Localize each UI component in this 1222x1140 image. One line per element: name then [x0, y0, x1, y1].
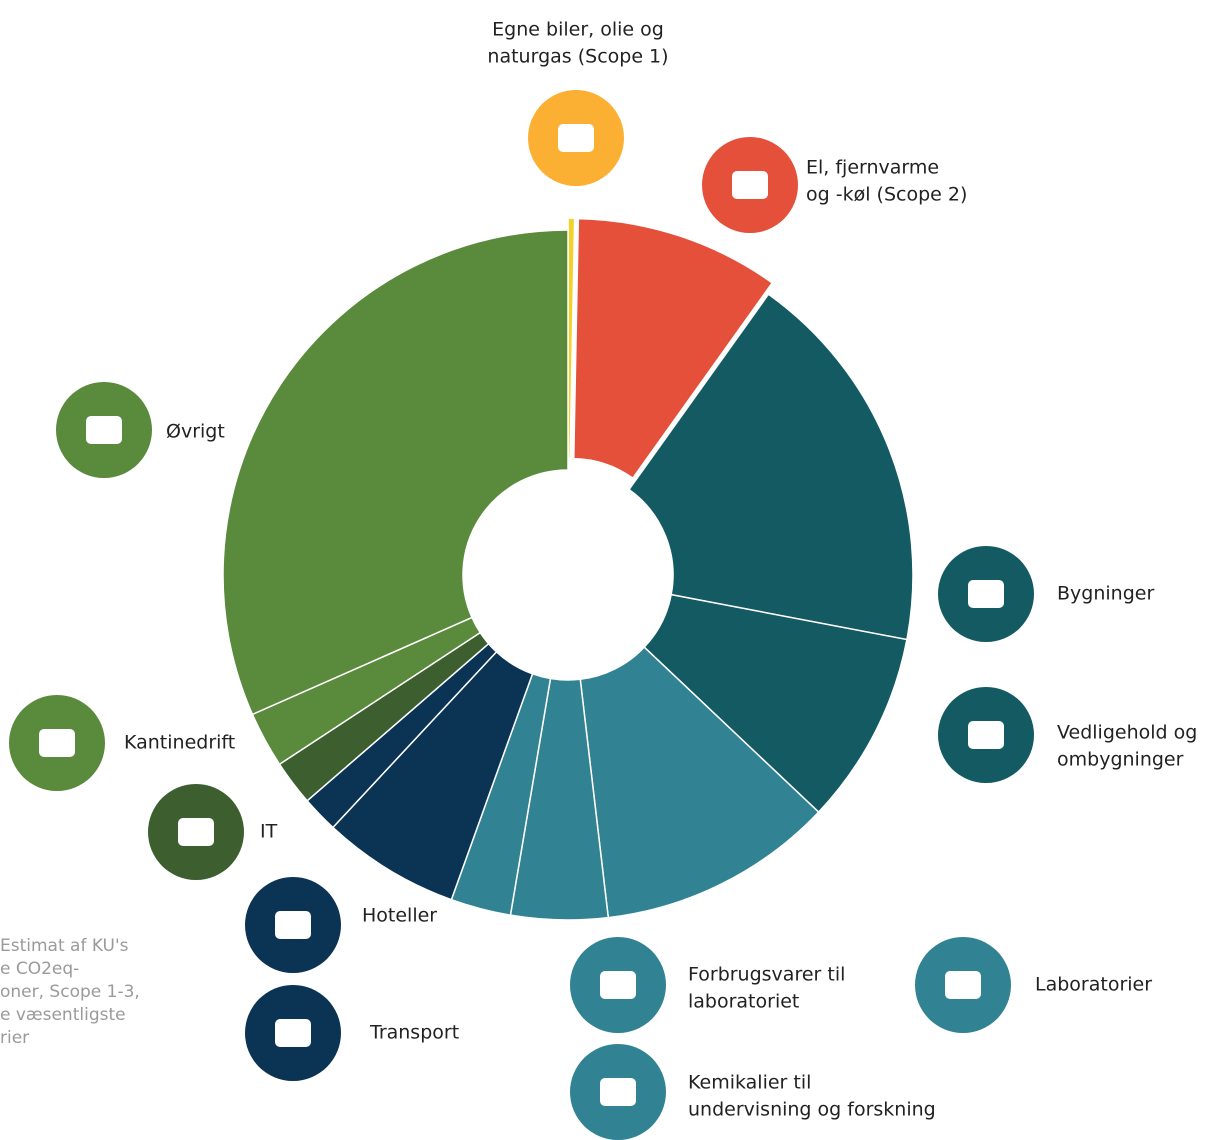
- category-label: El, fjernvarme: [806, 157, 939, 179]
- icon-glyph: [558, 124, 594, 152]
- note-text: oner, Scope 1-3,: [0, 982, 140, 1002]
- category-label: Laboratorier: [1035, 974, 1152, 996]
- icon-glyph: [178, 818, 214, 846]
- category-label: Kantinedrift: [124, 732, 235, 754]
- icon-glyph: [86, 416, 122, 444]
- icon-glyph: [275, 911, 311, 939]
- category-label: IT: [260, 821, 278, 843]
- category-label: laboratoriet: [688, 991, 799, 1013]
- category-label: Forbrugsvarer til: [688, 964, 845, 986]
- icon-glyph: [968, 580, 1004, 608]
- donut-segment: [331, 650, 534, 901]
- category-label: Transport: [369, 1022, 459, 1044]
- category-label: Øvrigt: [166, 421, 225, 443]
- category-label: naturgas (Scope 1): [487, 46, 668, 68]
- note-text: e CO2eq-: [0, 959, 79, 979]
- category-label: Kemikalier til: [688, 1072, 811, 1094]
- icon-glyph: [275, 1019, 311, 1047]
- note-text: e væsentligste: [0, 1005, 126, 1025]
- category-label: Vedligehold og: [1057, 722, 1197, 744]
- category-label: Bygninger: [1057, 583, 1154, 605]
- donut-segment: [222, 229, 569, 716]
- note-text: Estimat af KU's: [0, 936, 129, 956]
- icon-glyph: [732, 171, 768, 199]
- donut-segment: [579, 646, 820, 919]
- category-label: Hoteller: [362, 905, 437, 927]
- icon-glyph: [968, 721, 1004, 749]
- category-label: og -køl (Scope 2): [806, 184, 967, 206]
- icon-glyph: [945, 971, 981, 999]
- donut-segment: [572, 217, 774, 480]
- category-label: Egne biler, olie og: [492, 19, 664, 41]
- donut-segment: [567, 217, 576, 459]
- icon-glyph: [39, 729, 75, 757]
- donut-segment: [627, 293, 914, 641]
- category-label: undervisning og forskning: [688, 1099, 936, 1121]
- icon-glyph: [600, 1078, 636, 1106]
- note-text: rier: [0, 1028, 29, 1048]
- donut-segment: [643, 593, 908, 814]
- category-label: ombygninger: [1057, 749, 1184, 771]
- icon-glyph: [600, 971, 636, 999]
